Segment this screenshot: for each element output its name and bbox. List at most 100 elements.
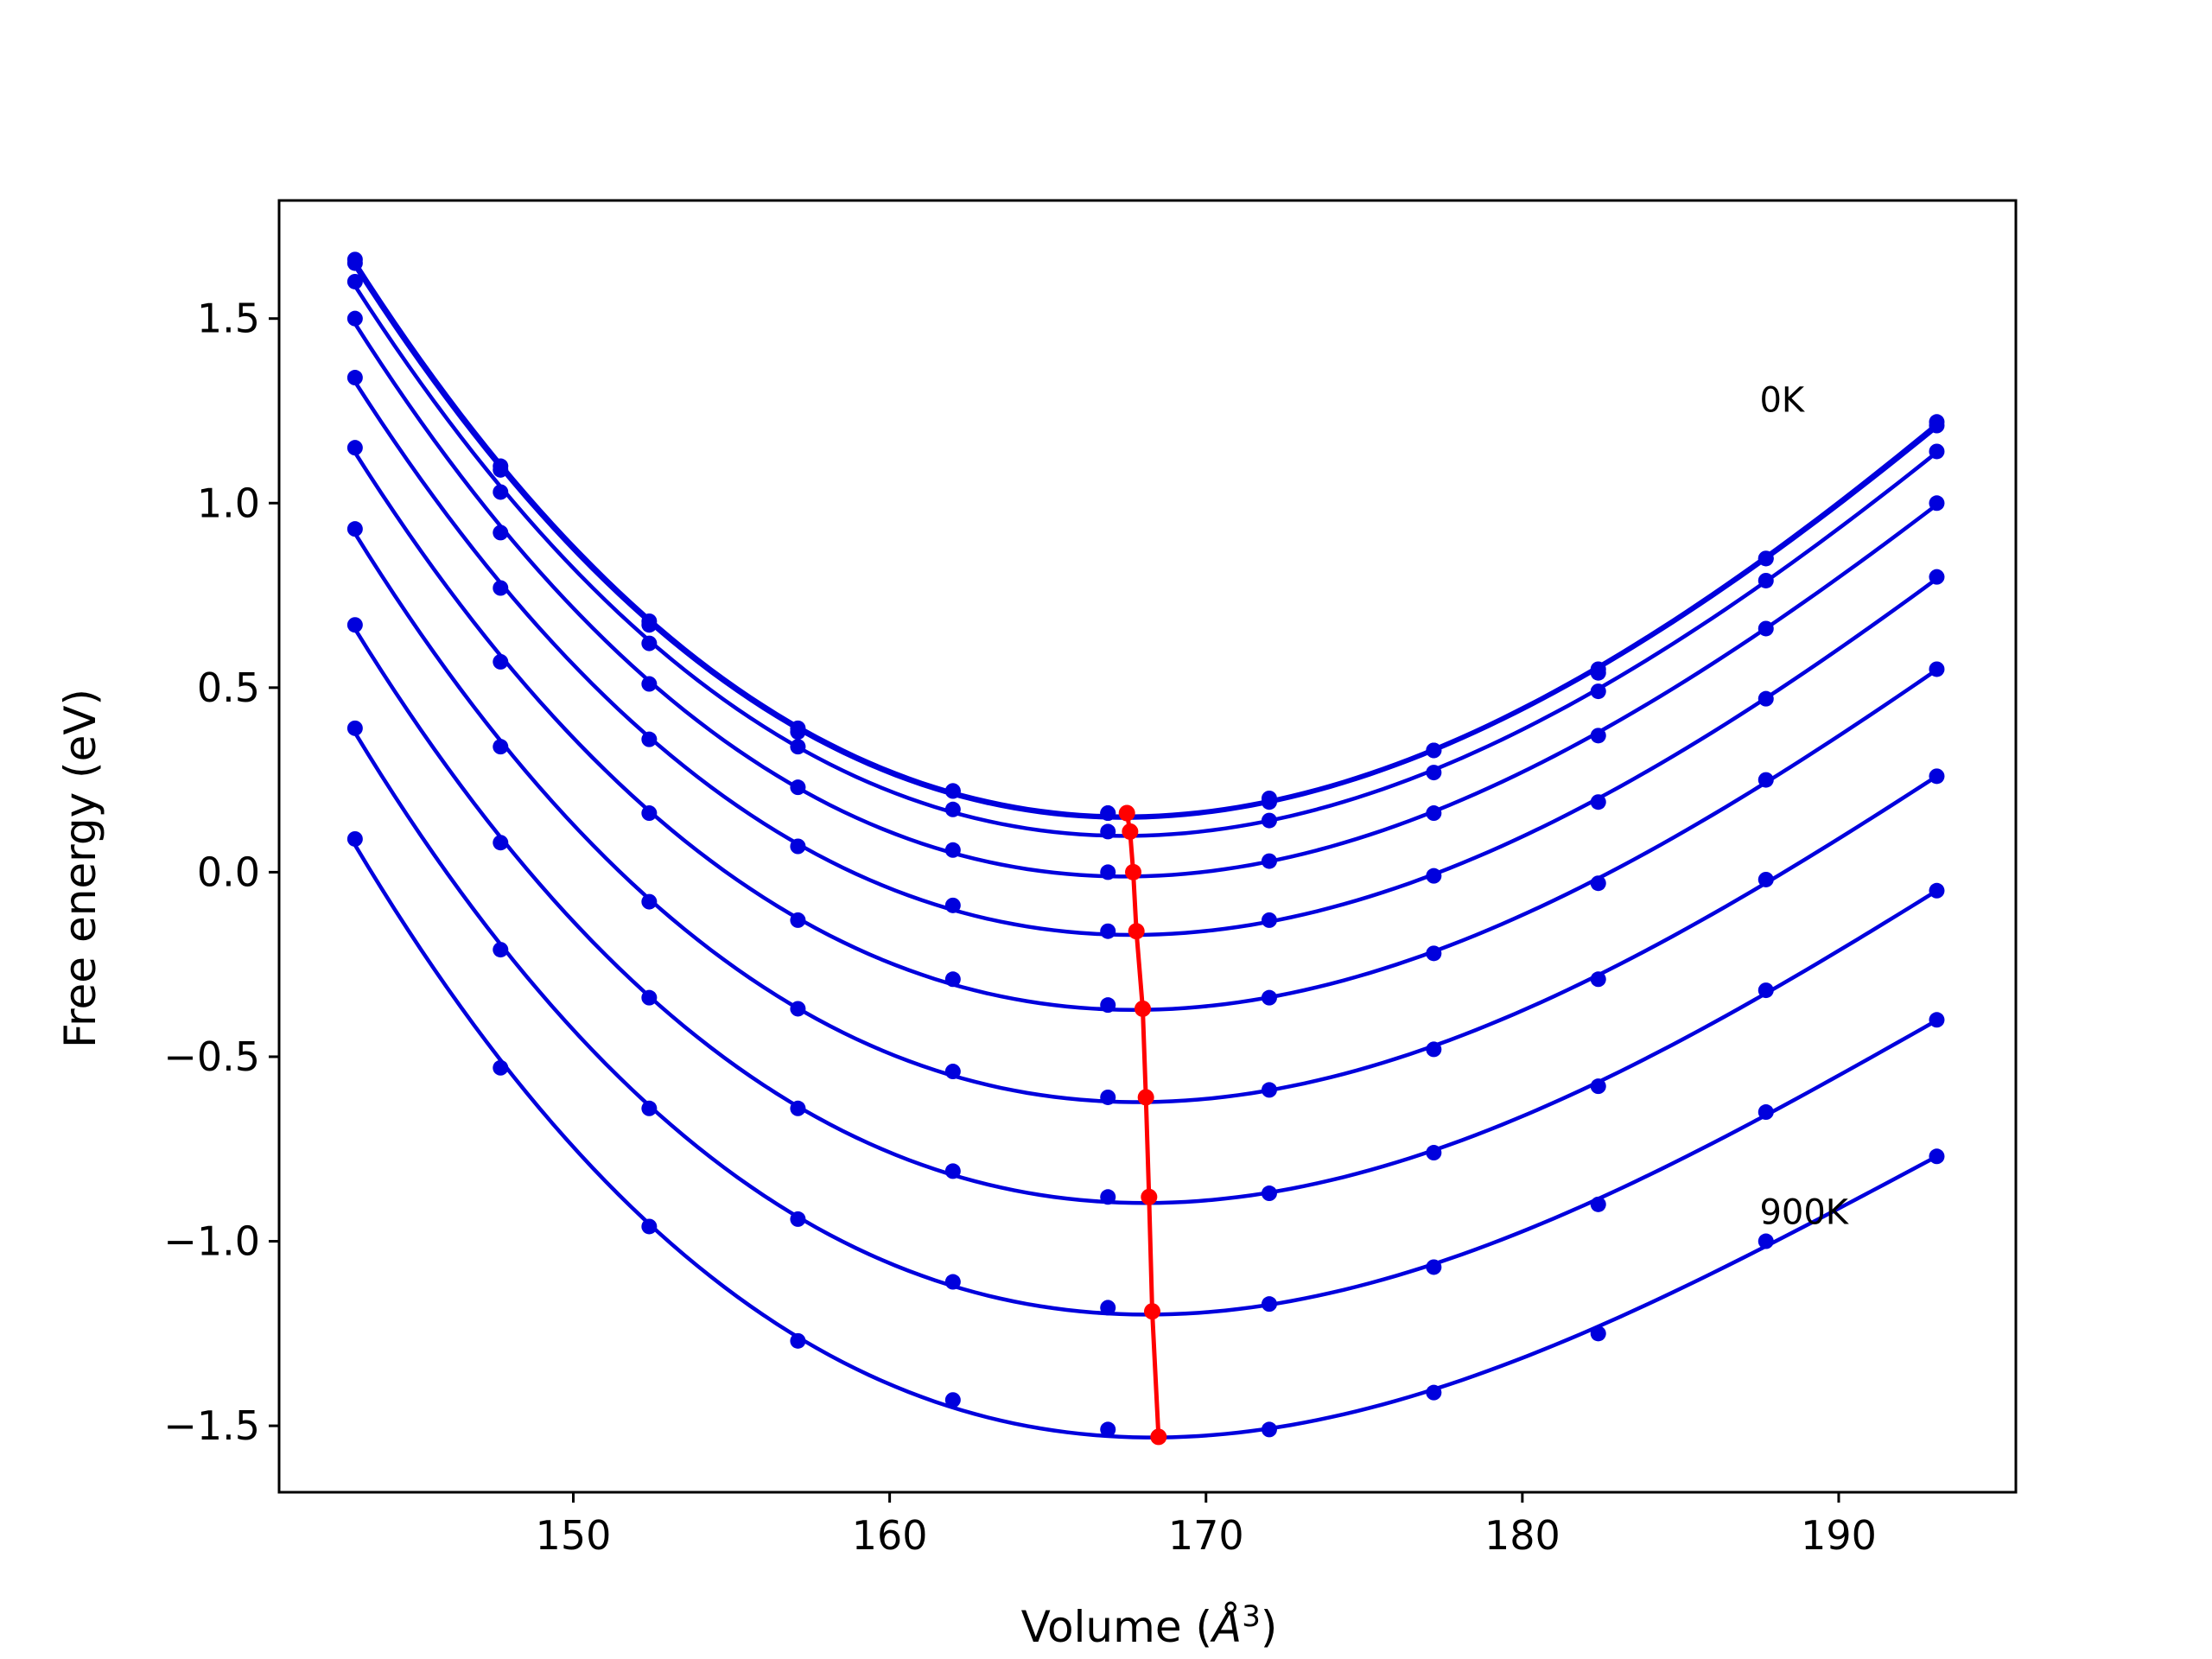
- data-point-9-1: [493, 1059, 509, 1076]
- x-axis-label-unit: Å: [1210, 1602, 1242, 1652]
- data-point-5-3: [790, 912, 806, 928]
- data-point-4-8: [1590, 794, 1606, 810]
- annotations: 0K 900K: [1759, 381, 1849, 1233]
- data-point-2-8: [1590, 683, 1606, 700]
- data-point-3-0: [346, 310, 363, 327]
- data-point-6-3: [790, 1001, 806, 1017]
- data-point-9-0: [346, 830, 363, 847]
- x-axis-label: Volume (Å3): [1021, 1599, 1278, 1652]
- data-point-7-5: [1100, 1189, 1116, 1205]
- annotation-0: 0K: [1759, 381, 1805, 421]
- minimum-point-4: [1135, 1000, 1152, 1017]
- data-point-1-3: [790, 724, 806, 741]
- data-point-3-9: [1758, 620, 1774, 637]
- data-point-2-3: [790, 739, 806, 755]
- data-point-8-3: [790, 1211, 806, 1227]
- data-point-3-7: [1426, 805, 1442, 822]
- minimum-point-1: [1122, 823, 1139, 840]
- x-axis-label-exponent: 3: [1242, 1599, 1261, 1634]
- data-point-8-8: [1590, 1196, 1606, 1212]
- y-axis-label: Free energy (eV): [55, 689, 105, 1048]
- data-point-6-2: [641, 893, 658, 910]
- data-point-1-5: [1100, 805, 1116, 822]
- y-tick-label-3: 0.0: [197, 849, 260, 895]
- data-point-2-6: [1261, 812, 1277, 829]
- data-point-5-10: [1929, 661, 1945, 677]
- minimum-point-0: [1118, 804, 1135, 822]
- data-point-9-9: [1758, 1233, 1774, 1249]
- data-point-3-2: [641, 676, 658, 692]
- data-point-5-5: [1100, 997, 1116, 1014]
- data-point-2-2: [641, 635, 658, 652]
- data-point-1-6: [1261, 794, 1277, 810]
- fit-curve-3: [353, 322, 1938, 879]
- data-point-7-6: [1261, 1185, 1277, 1202]
- data-point-8-2: [641, 1100, 658, 1116]
- x-axis: 150 160 170 180 190: [536, 1492, 1877, 1559]
- data-point-2-9: [1758, 572, 1774, 588]
- x-tick-label-3: 180: [1484, 1512, 1560, 1559]
- minimum-point-5: [1137, 1089, 1154, 1106]
- data-point-2-0: [346, 273, 363, 289]
- x-tick-label-1: 160: [852, 1512, 928, 1559]
- y-tick-label-0: 1.5: [197, 296, 260, 342]
- fit-curve-1: [353, 264, 1938, 820]
- data-point-6-1: [493, 739, 509, 755]
- data-point-7-1: [493, 835, 509, 851]
- data-point-5-4: [944, 971, 961, 988]
- data-point-5-0: [346, 440, 363, 456]
- data-point-4-10: [1929, 569, 1945, 585]
- minima-line: [1124, 812, 1161, 1438]
- data-point-8-1: [493, 942, 509, 958]
- data-point-2-10: [1929, 443, 1945, 460]
- data-point-7-8: [1590, 1078, 1606, 1095]
- plot-area: [346, 251, 1945, 1446]
- data-point-9-8: [1590, 1325, 1606, 1342]
- data-point-9-10: [1929, 1148, 1945, 1165]
- y-tick-label-1: 1.0: [197, 480, 260, 526]
- data-point-6-4: [944, 1064, 961, 1080]
- data-point-2-7: [1426, 765, 1442, 781]
- data-point-4-9: [1758, 690, 1774, 707]
- data-point-2-1: [493, 484, 509, 500]
- x-tick-label-0: 150: [536, 1512, 612, 1559]
- data-point-3-1: [493, 524, 509, 541]
- fit-curve-4: [353, 380, 1938, 938]
- data-point-5-9: [1758, 772, 1774, 788]
- data-point-6-6: [1261, 1082, 1277, 1098]
- data-point-7-0: [346, 617, 363, 633]
- fit-curve-8: [353, 731, 1938, 1317]
- data-point-9-3: [790, 1332, 806, 1349]
- data-point-1-7: [1426, 742, 1442, 759]
- data-point-4-2: [641, 731, 658, 747]
- data-point-8-4: [944, 1274, 961, 1290]
- data-point-6-9: [1758, 871, 1774, 887]
- data-point-8-9: [1758, 1104, 1774, 1121]
- data-point-9-5: [1100, 1421, 1116, 1438]
- data-point-7-4: [944, 1163, 961, 1179]
- data-point-3-8: [1590, 728, 1606, 744]
- data-point-4-3: [790, 838, 806, 855]
- minimum-point-3: [1128, 923, 1145, 940]
- y-tick-label-2: 0.5: [197, 664, 260, 711]
- data-point-6-5: [1100, 1089, 1116, 1105]
- plot-frame: [277, 199, 2018, 1494]
- data-point-3-5: [1100, 864, 1116, 880]
- data-point-7-10: [1929, 882, 1945, 899]
- fit-curve-2: [353, 284, 1938, 838]
- data-point-1-2: [641, 617, 658, 633]
- data-point-9-7: [1426, 1384, 1442, 1401]
- y-tick-label-6: −1.5: [163, 1402, 260, 1449]
- data-point-4-4: [944, 897, 961, 913]
- data-point-1-8: [1590, 664, 1606, 681]
- data-point-1-10: [1929, 417, 1945, 434]
- data-point-9-2: [641, 1218, 658, 1235]
- data-point-2-4: [944, 801, 961, 817]
- y-axis: 1.5 1.0 0.5 0.0 −0.5 −1.0 −1.5: [163, 296, 279, 1449]
- data-point-4-6: [1261, 912, 1277, 928]
- fit-curve-5: [353, 451, 1938, 1013]
- data-point-7-2: [641, 989, 658, 1006]
- x-axis-label-close: ): [1261, 1602, 1278, 1652]
- y-tick-label-4: −0.5: [163, 1033, 260, 1080]
